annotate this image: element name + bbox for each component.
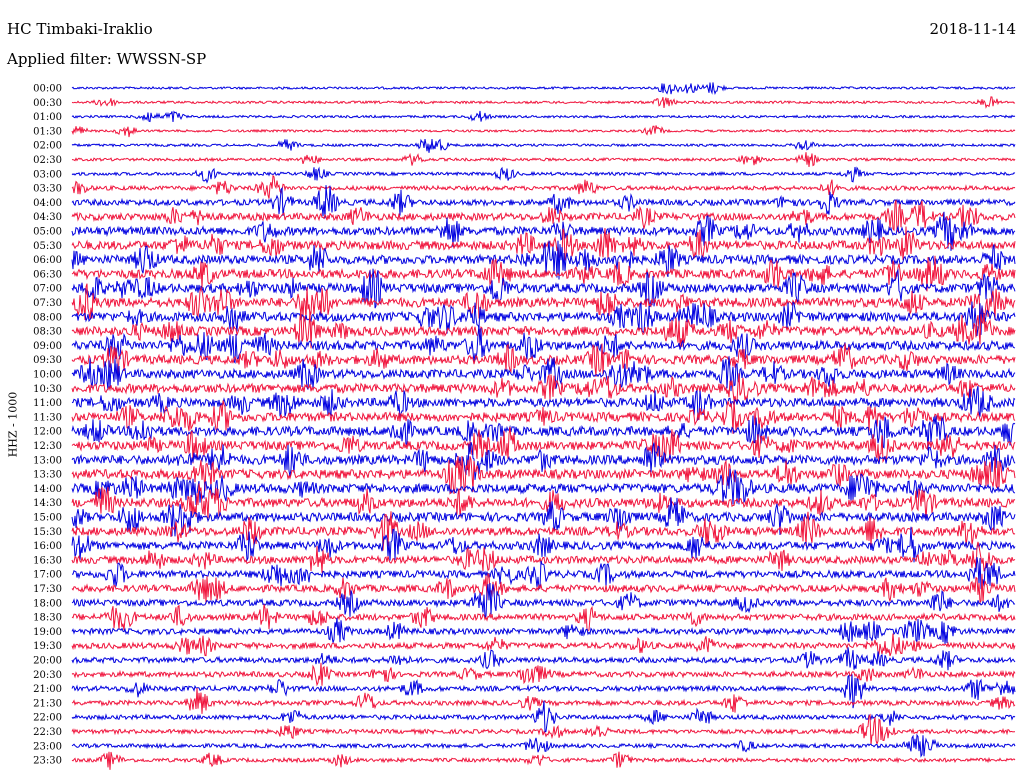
tick-label: 03:00 (33, 169, 62, 180)
tick-label: 06:30 (33, 269, 62, 280)
tick-label: 04:00 (33, 198, 62, 209)
tick-label: 01:30 (33, 126, 62, 137)
tick-label: 04:30 (33, 212, 62, 223)
trace-line (71, 541, 1016, 573)
trace-line (71, 283, 1016, 320)
tick-label: 08:00 (33, 312, 62, 323)
tick-label: 16:00 (33, 541, 62, 552)
trace-line (71, 468, 1016, 505)
tick-label: 10:30 (33, 384, 62, 395)
trace-line (71, 240, 1016, 280)
tick-label: 09:00 (33, 341, 62, 352)
trace-line (71, 152, 1016, 168)
trace-line (71, 166, 1016, 184)
tick-label: 13:00 (33, 455, 62, 466)
trace-line (71, 199, 1016, 233)
tick-label: 00:00 (33, 84, 62, 95)
tick-label: 14:00 (33, 484, 62, 495)
tick-label: 11:30 (33, 412, 62, 423)
trace-line (71, 211, 1016, 251)
trace-line (71, 356, 1016, 392)
trace-line (71, 526, 1016, 563)
tick-label: 11:00 (33, 398, 62, 409)
tick-label: 16:30 (33, 555, 62, 566)
tick-label: 08:30 (33, 327, 62, 338)
trace-line (71, 268, 1016, 309)
trace-line (71, 82, 1016, 96)
tick-label: 19:00 (33, 627, 62, 638)
trace-line (71, 301, 1016, 337)
tick-label: 22:00 (33, 713, 62, 724)
trace-line (71, 557, 1016, 591)
tick-label: 06:00 (33, 255, 62, 266)
trace-line (71, 96, 1016, 109)
trace-line (71, 311, 1016, 349)
tick-label: 19:30 (33, 641, 62, 652)
tick-label: 17:00 (33, 570, 62, 581)
trace-line (71, 511, 1016, 551)
tick-label: 14:30 (33, 498, 62, 509)
filter-label: Applied filter: WWSSN-SP (7, 50, 207, 68)
tick-label: 23:30 (33, 756, 62, 767)
trace-line (71, 662, 1016, 687)
trace-line (71, 442, 1016, 480)
trace-line (71, 400, 1016, 434)
tick-label: 10:00 (33, 370, 62, 381)
trace-line (71, 483, 1016, 520)
tick-label: 18:30 (33, 613, 62, 624)
tick-label: 12:00 (33, 427, 62, 438)
tick-label: 02:30 (33, 155, 62, 166)
trace-line (71, 700, 1016, 733)
tick-label: 07:00 (33, 284, 62, 295)
tick-label: 22:30 (33, 727, 62, 738)
tick-label: 15:30 (33, 527, 62, 538)
trace-line (71, 751, 1016, 770)
trace-line (71, 125, 1016, 138)
tick-label: 09:30 (33, 355, 62, 366)
trace-line (71, 733, 1016, 758)
tick-label: 00:30 (33, 98, 62, 109)
trace-line (71, 674, 1016, 709)
tick-label: 01:00 (33, 112, 62, 123)
tick-label: 18:00 (33, 598, 62, 609)
tick-label: 21:30 (33, 698, 62, 709)
trace-line (71, 373, 1016, 404)
trace-line (71, 582, 1016, 619)
trace-line (71, 343, 1016, 378)
trace-line (71, 110, 1016, 123)
trace-line (71, 497, 1016, 537)
tick-label: 23:00 (33, 741, 62, 752)
tick-label: 21:00 (33, 684, 62, 695)
trace-line (71, 455, 1016, 495)
tick-label: 05:00 (33, 227, 62, 238)
date-label: 2018-11-14 (929, 20, 1016, 38)
trace-line (71, 385, 1016, 421)
tick-label: 05:30 (33, 241, 62, 252)
tick-label: 03:30 (33, 184, 62, 195)
tick-label: 20:30 (33, 670, 62, 681)
trace-line (71, 255, 1016, 292)
tick-label: 15:00 (33, 513, 62, 524)
tick-label: 02:00 (33, 141, 62, 152)
trace-line (71, 572, 1016, 605)
tick-label: 07:30 (33, 298, 62, 309)
trace-line (71, 604, 1016, 632)
station-title: HC Timbaki-Iraklio (7, 20, 153, 38)
tick-label: 17:30 (33, 584, 62, 595)
trace-line (71, 713, 1016, 746)
tick-label: 12:30 (33, 441, 62, 452)
trace-line (71, 633, 1016, 657)
trace-line (71, 647, 1016, 671)
tick-label: 20:00 (33, 656, 62, 667)
trace-line (71, 617, 1016, 645)
trace-line (71, 174, 1016, 199)
trace-line (71, 138, 1016, 153)
trace-line (71, 185, 1016, 219)
tick-label: 13:30 (33, 470, 62, 481)
trace-line (71, 415, 1016, 451)
trace-line (71, 325, 1016, 365)
trace-line (71, 426, 1016, 464)
